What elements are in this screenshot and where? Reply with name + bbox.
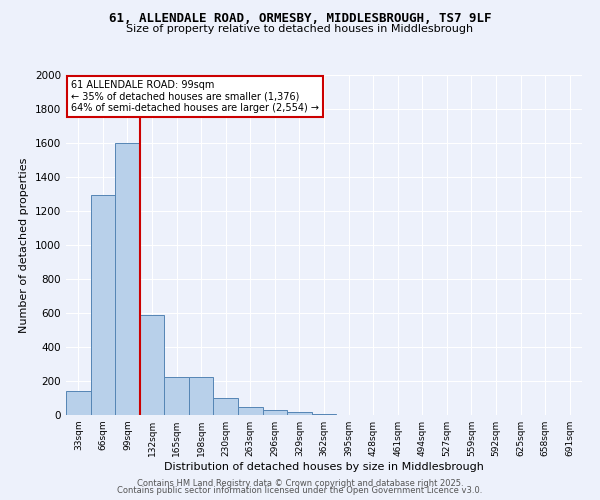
Bar xyxy=(214,398,238,415)
Bar xyxy=(140,314,164,415)
Bar xyxy=(287,412,312,415)
Text: Contains public sector information licensed under the Open Government Licence v3: Contains public sector information licen… xyxy=(118,486,482,495)
Bar xyxy=(312,414,336,415)
Bar xyxy=(66,391,91,415)
Text: 61, ALLENDALE ROAD, ORMESBY, MIDDLESBROUGH, TS7 9LF: 61, ALLENDALE ROAD, ORMESBY, MIDDLESBROU… xyxy=(109,12,491,26)
Bar xyxy=(164,377,189,415)
Y-axis label: Number of detached properties: Number of detached properties xyxy=(19,158,29,332)
Bar xyxy=(238,406,263,415)
Bar xyxy=(263,410,287,415)
Text: Size of property relative to detached houses in Middlesbrough: Size of property relative to detached ho… xyxy=(127,24,473,34)
Text: 61 ALLENDALE ROAD: 99sqm
← 35% of detached houses are smaller (1,376)
64% of sem: 61 ALLENDALE ROAD: 99sqm ← 35% of detach… xyxy=(71,80,319,114)
Text: Contains HM Land Registry data © Crown copyright and database right 2025.: Contains HM Land Registry data © Crown c… xyxy=(137,478,463,488)
X-axis label: Distribution of detached houses by size in Middlesbrough: Distribution of detached houses by size … xyxy=(164,462,484,472)
Bar xyxy=(91,195,115,415)
Bar xyxy=(189,377,214,415)
Bar xyxy=(115,143,140,415)
